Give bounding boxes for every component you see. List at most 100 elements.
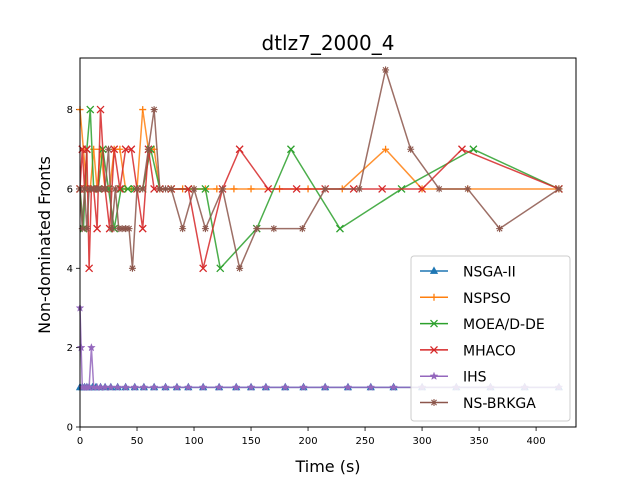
plus-marker bbox=[139, 106, 147, 114]
star-marker bbox=[231, 382, 241, 392]
star-marker bbox=[183, 382, 193, 392]
y-tick-label: 2 bbox=[67, 343, 73, 354]
x-tick-label: 350 bbox=[470, 436, 489, 447]
legend-item: MHACO bbox=[420, 343, 516, 359]
asterisk-marker bbox=[83, 225, 91, 233]
x-tick-label: 150 bbox=[241, 436, 260, 447]
asterisk-marker bbox=[162, 185, 170, 193]
asterisk-marker bbox=[270, 225, 278, 233]
x-marker bbox=[430, 319, 438, 328]
star-marker bbox=[121, 382, 130, 392]
legend-item: NS-BRKGA bbox=[420, 396, 536, 412]
asterisk-marker bbox=[298, 225, 306, 233]
asterisk-marker bbox=[219, 185, 227, 193]
asterisk-marker bbox=[78, 225, 86, 233]
triangle-marker bbox=[429, 266, 439, 274]
asterisk-marker bbox=[435, 185, 443, 193]
asterisk-marker bbox=[111, 185, 119, 193]
x-tick-label: 0 bbox=[77, 436, 83, 447]
star-marker bbox=[320, 382, 330, 392]
x-marker bbox=[123, 184, 132, 193]
x-tick-label: 100 bbox=[184, 436, 203, 447]
series-group bbox=[76, 66, 563, 272]
legend-label: NSGA-II bbox=[463, 265, 516, 281]
x-marker bbox=[85, 264, 94, 273]
star-marker bbox=[161, 382, 170, 392]
asterisk-marker bbox=[108, 225, 116, 233]
x-marker bbox=[93, 224, 102, 233]
plus-marker bbox=[247, 185, 255, 193]
asterisk-marker bbox=[464, 185, 472, 193]
star-marker bbox=[343, 382, 353, 392]
x-marker bbox=[184, 184, 193, 193]
y-axis-label: Non-dominated Fronts bbox=[35, 156, 54, 334]
asterisk-marker bbox=[382, 66, 390, 74]
x-marker bbox=[286, 145, 295, 154]
asterisk-marker bbox=[407, 145, 415, 153]
asterisk-marker bbox=[81, 185, 89, 193]
x-marker bbox=[199, 264, 208, 273]
star-marker bbox=[139, 382, 149, 392]
asterisk-marker bbox=[150, 106, 158, 114]
x-marker bbox=[264, 184, 273, 193]
x-marker bbox=[458, 145, 466, 154]
x-marker bbox=[96, 105, 105, 114]
x-marker bbox=[82, 145, 91, 154]
asterisk-marker bbox=[156, 185, 164, 193]
star-marker bbox=[149, 382, 159, 392]
asterisk-marker bbox=[555, 185, 563, 193]
star-marker bbox=[130, 382, 140, 392]
asterisk-marker bbox=[321, 185, 329, 193]
legend: NSGA-II NSPSO MOEA/D-DE MHACO IHS NS-BRKGA bbox=[410, 255, 571, 422]
asterisk-marker bbox=[355, 185, 363, 193]
x-marker bbox=[121, 145, 130, 154]
asterisk-marker bbox=[128, 264, 136, 272]
x-marker bbox=[336, 224, 344, 233]
asterisk-marker bbox=[125, 225, 133, 233]
star-marker bbox=[113, 382, 122, 392]
plot-area: 0 50 100 150 200 250 300 350 400 0 2 4 6 8 bbox=[67, 57, 577, 447]
series-line bbox=[79, 307, 559, 389]
x-marker bbox=[117, 184, 126, 193]
x-axis-label: Time (s) bbox=[294, 457, 360, 476]
x-marker bbox=[86, 105, 95, 114]
x-marker bbox=[378, 184, 387, 193]
star-marker bbox=[389, 382, 398, 392]
x-marker bbox=[127, 145, 136, 154]
star-marker bbox=[429, 371, 439, 380]
star-marker bbox=[280, 382, 290, 392]
x-tick-label: 400 bbox=[527, 436, 546, 447]
y-tick-label: 0 bbox=[67, 423, 73, 434]
asterisk-marker bbox=[139, 185, 147, 193]
x-marker bbox=[201, 184, 210, 193]
star-marker bbox=[76, 343, 86, 352]
plus-marker bbox=[430, 293, 438, 301]
x-marker bbox=[150, 184, 159, 193]
asterisk-marker bbox=[105, 145, 113, 153]
plus-marker bbox=[116, 145, 124, 153]
asterisk-marker bbox=[101, 185, 109, 193]
star-marker bbox=[299, 382, 308, 392]
asterisk-marker bbox=[201, 225, 209, 233]
asterisk-marker bbox=[430, 399, 438, 406]
legend-item: MOEA/D-DE bbox=[420, 317, 545, 333]
plus-marker bbox=[79, 145, 87, 153]
legend-label: NSPSO bbox=[463, 291, 511, 307]
x-marker bbox=[292, 184, 301, 193]
y-tick-label: 6 bbox=[67, 184, 73, 195]
x-tick-label: 300 bbox=[413, 436, 432, 447]
asterisk-marker bbox=[144, 145, 152, 153]
legend-item: NSPSO bbox=[420, 291, 511, 307]
x-marker bbox=[138, 224, 147, 233]
x-marker bbox=[235, 145, 244, 154]
legend-label: MHACO bbox=[463, 343, 516, 359]
asterisk-marker bbox=[496, 225, 504, 233]
legend-label: MOEA/D-DE bbox=[463, 317, 545, 333]
x-marker bbox=[216, 264, 225, 273]
plus-marker bbox=[230, 185, 238, 193]
asterisk-marker bbox=[236, 264, 244, 272]
plus-marker bbox=[382, 145, 390, 153]
star-marker bbox=[198, 382, 208, 392]
